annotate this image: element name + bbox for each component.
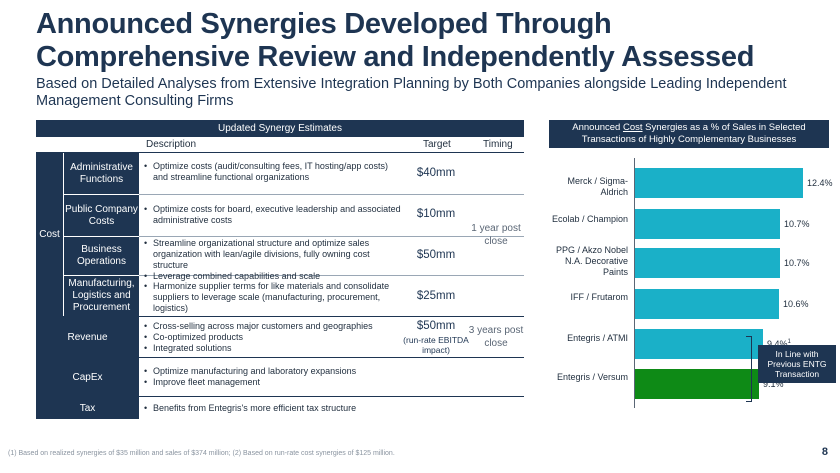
row-divider — [36, 316, 524, 317]
target-value: $10mm — [416, 208, 456, 220]
row-divider — [139, 194, 524, 195]
row-description: Harmonize supplier terms for like materi… — [144, 281, 402, 314]
target-value: $50mm — [416, 320, 456, 332]
bullet-item: Improve fleet management — [144, 377, 402, 388]
bullet-item: Harmonize supplier terms for like materi… — [144, 281, 402, 314]
bullet-item: Optimize manufacturing and laboratory ex… — [144, 366, 402, 377]
table-header: Updated Synergy Estimates — [36, 120, 524, 137]
value-label: 10.7% — [784, 258, 810, 268]
page-title: Announced Synergies Developed Through Co… — [36, 8, 836, 74]
bullet-item: Co-optimized products — [144, 332, 402, 343]
row-label-manufacturing: Manufacturing, Logistics and Procurement — [64, 276, 139, 316]
col-head-description: Description — [146, 139, 197, 150]
row-label-capex: CapEx — [36, 358, 139, 396]
row-label-administrative: Administrative Functions — [64, 153, 139, 194]
bar — [635, 369, 759, 399]
title-line-2: Comprehensive Review and Independently A… — [36, 41, 755, 73]
bullet-item: Benefits from Entegris's more efficient … — [144, 403, 402, 414]
bar — [635, 329, 763, 359]
bar — [635, 168, 803, 198]
row-label-revenue: Revenue — [36, 317, 139, 357]
row-description: Cross-selling across major customers and… — [144, 321, 402, 354]
row-label-business-operations: Business Operations — [64, 237, 139, 275]
chart-axis — [634, 158, 635, 408]
footnote: (1) Based on realized synergies of $35 m… — [8, 450, 395, 457]
row-description: Streamline organizational structure and … — [144, 238, 402, 282]
bar — [635, 248, 780, 278]
cost-label: Cost — [36, 153, 63, 316]
target-value: $40mm — [416, 167, 456, 179]
value-label: 10.6% — [783, 299, 809, 309]
category-label: PPG / Akzo Nobel N.A. Decorative Paints — [555, 245, 628, 277]
bullet-item: Optimize costs (audit/consulting fees, I… — [144, 161, 402, 183]
header-divider — [36, 152, 524, 153]
bullet-item: Cross-selling across major customers and… — [144, 321, 402, 332]
page-number: 8 — [821, 446, 828, 458]
category-label: Entegris / ATMI — [567, 333, 628, 343]
callout-bracket — [746, 336, 752, 402]
row-description: Optimize manufacturing and laboratory ex… — [144, 366, 402, 388]
row-description: Optimize costs (audit/consulting fees, I… — [144, 161, 402, 183]
col-head-target: Target — [423, 139, 451, 150]
col-head-timing: Timing — [483, 139, 513, 150]
bar — [635, 209, 780, 239]
footnote-mark: 1 — [787, 339, 791, 345]
title-line-1: Announced Synergies Developed Through — [36, 8, 612, 40]
chart-title: Announced Cost Synergies as a % of Sales… — [549, 120, 829, 148]
bullet-item: Optimize costs for board, executive lead… — [144, 204, 402, 226]
row-label-public-company: Public Company Costs — [64, 195, 139, 236]
page-subtitle: Based on Detailed Analyses from Extensiv… — [36, 76, 787, 109]
cost-timing: 1 year post close — [471, 223, 521, 247]
value-label: 10.7% — [784, 219, 810, 229]
revenue-timing: 3 years post close — [468, 325, 524, 349]
callout-box: In Line with Previous ENTG Transaction — [758, 345, 836, 383]
row-description: Benefits from Entegris's more efficient … — [144, 403, 402, 414]
target-note: (run-rate EBITDA impact) — [403, 335, 469, 355]
category-label: Merck / Sigma-Aldrich — [567, 176, 628, 197]
category-label: IFF / Frutarom — [570, 292, 628, 302]
row-description: Optimize costs for board, executive lead… — [144, 204, 402, 226]
target-value: $50mm — [416, 249, 456, 261]
row-divider — [36, 396, 524, 397]
target-value: $25mm — [416, 290, 456, 302]
category-label: Entegris / Versum — [556, 372, 628, 382]
row-divider — [36, 357, 524, 358]
bullet-item: Streamline organizational structure and … — [144, 238, 402, 271]
category-label: Ecolab / Champion — [551, 214, 628, 224]
bullet-item: Leverage combined capabilities and scale — [144, 271, 402, 282]
value-label: 12.4% — [807, 178, 833, 188]
bullet-item: Integrated solutions — [144, 343, 402, 354]
value-label: 9.4%1 — [767, 339, 791, 349]
bar — [635, 289, 779, 319]
row-label-tax: Tax — [36, 397, 139, 419]
row-divider — [139, 236, 524, 237]
